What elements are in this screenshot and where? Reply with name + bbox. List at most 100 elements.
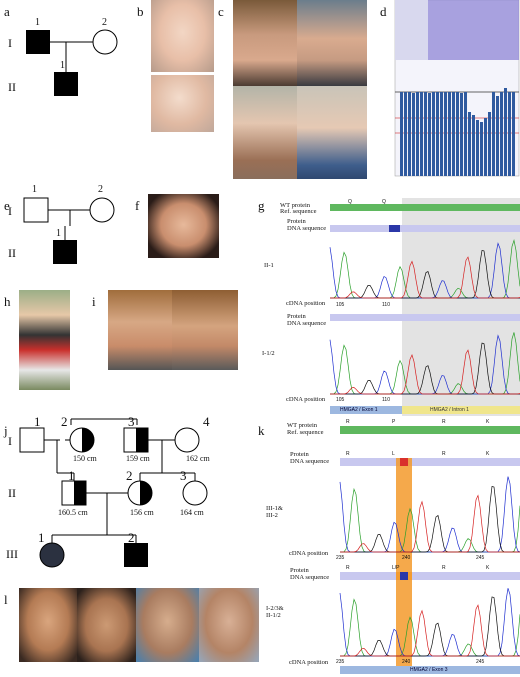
individual-number: 1 [34,414,41,429]
aa-label: K [486,419,490,425]
panel-label-b: b [137,4,144,19]
individual-number: 2 [61,414,68,429]
gen-label-I: I [8,204,12,218]
trace-line [329,242,520,299]
height-label: 160.5 cm [58,508,88,517]
individual-number: 2 [98,184,103,195]
aa-label: Q [382,199,386,205]
individual-number: 3 [180,468,187,483]
trace-line [330,342,520,395]
bar [432,92,435,176]
dna-seq-label: DNA sequence [287,225,327,232]
chromatogram-g: HMGA2 / Exon 1 HMGA2 / Intron 1 Q Q 105 … [329,198,520,416]
affected-male-II1 [54,72,78,96]
bar [500,92,503,176]
dna-seq-label: DNA sequence [290,458,330,465]
bar [408,92,411,176]
bar [496,96,499,176]
ref-seq-label: Ref. sequence [287,429,324,436]
trace-line [340,598,520,657]
panel-label-g: g [258,198,265,213]
cdna-pos: 105 [336,302,345,308]
bar [404,92,407,176]
bar [508,92,511,176]
bar [400,92,403,176]
wt-protein-label: WT protein [280,202,311,209]
height-label: 159 cm [126,454,150,463]
bar [416,92,419,176]
bar [472,115,475,176]
aa-label: R [442,419,446,425]
pedigree-a [26,29,118,96]
aa-label: R [346,451,350,457]
trace-line [329,334,520,395]
bar [436,92,439,176]
wt-protein-label: WT protein [287,422,318,429]
photo-adult-profile [297,0,367,86]
exon-label: HMGA2 / Exon 1 [340,407,378,413]
trace-line [340,487,520,553]
trace-group [339,476,520,657]
bar [464,92,467,176]
trace-line [339,476,520,553]
photo-infant-face [151,0,214,72]
panel-label-d: d [380,4,387,19]
bar [456,92,459,176]
aa-label: L [392,451,395,457]
cdna-label: cDNA position [289,550,329,557]
bar [424,92,427,176]
trace-line [340,604,520,657]
row-label-I-1-2: I-1/2 [262,350,275,357]
bar [468,112,471,176]
trace-line [339,588,520,657]
individual-number: 1 [38,530,45,545]
exon-label: HMGA2 / Exon 3 [410,667,448,673]
chromatogram-k: HMGA2 / Exon 3 R P R K R L R K R L/P R K… [336,418,520,675]
bar [428,93,431,176]
cdna-label: cDNA position [286,396,326,403]
trace-line [330,349,520,395]
panel-label-e: e [4,198,10,213]
height-label: 150 cm [73,454,97,463]
individual-number: 3 [128,414,135,429]
photo-girl-profile [77,588,136,662]
panel-label-j: j [4,423,8,438]
intron-label: HMGA2 / Intron 1 [430,407,469,413]
cdna-pos: 235 [336,659,345,665]
photo-child-crawling [233,86,297,179]
row-label-II-1: II-1 [264,262,274,269]
dna-seq-label: DNA sequence [290,574,330,581]
affected-male-I1 [26,30,50,54]
protein-label: Protein [290,451,309,458]
individual-number: 1 [56,228,61,239]
panel-label-a: a [4,4,10,19]
dna-seq-label: DNA sequence [287,320,327,327]
photo-child-smiling [148,194,219,258]
pedigree-j [19,418,208,568]
row-label: II-1/2 [266,612,281,619]
panel-label-l: l [4,592,8,607]
trace-line [330,249,520,299]
trace-line [340,494,520,553]
bar [504,88,507,176]
cdna-pos: 110 [382,397,390,403]
bar [444,92,447,176]
gen-label-III: III [6,547,18,561]
bars-group [400,88,515,176]
bar [448,92,451,176]
pedigree-e [23,197,115,264]
cdna-pos: 105 [336,397,345,403]
ref-seq-label: Ref. sequence [280,208,317,215]
bar [476,120,479,176]
aa-label: R [442,565,446,571]
bar [492,92,495,176]
individual-number: 4 [203,414,210,429]
female-I2 [92,29,118,55]
photo-boy-profile-2 [199,588,259,662]
photo-boy-profile [172,290,238,370]
aa-label: Q [348,199,352,205]
bar [460,93,463,176]
photo-child-profile [297,86,367,179]
aa-label: K [486,451,490,457]
gen-label-I: I [8,36,12,50]
